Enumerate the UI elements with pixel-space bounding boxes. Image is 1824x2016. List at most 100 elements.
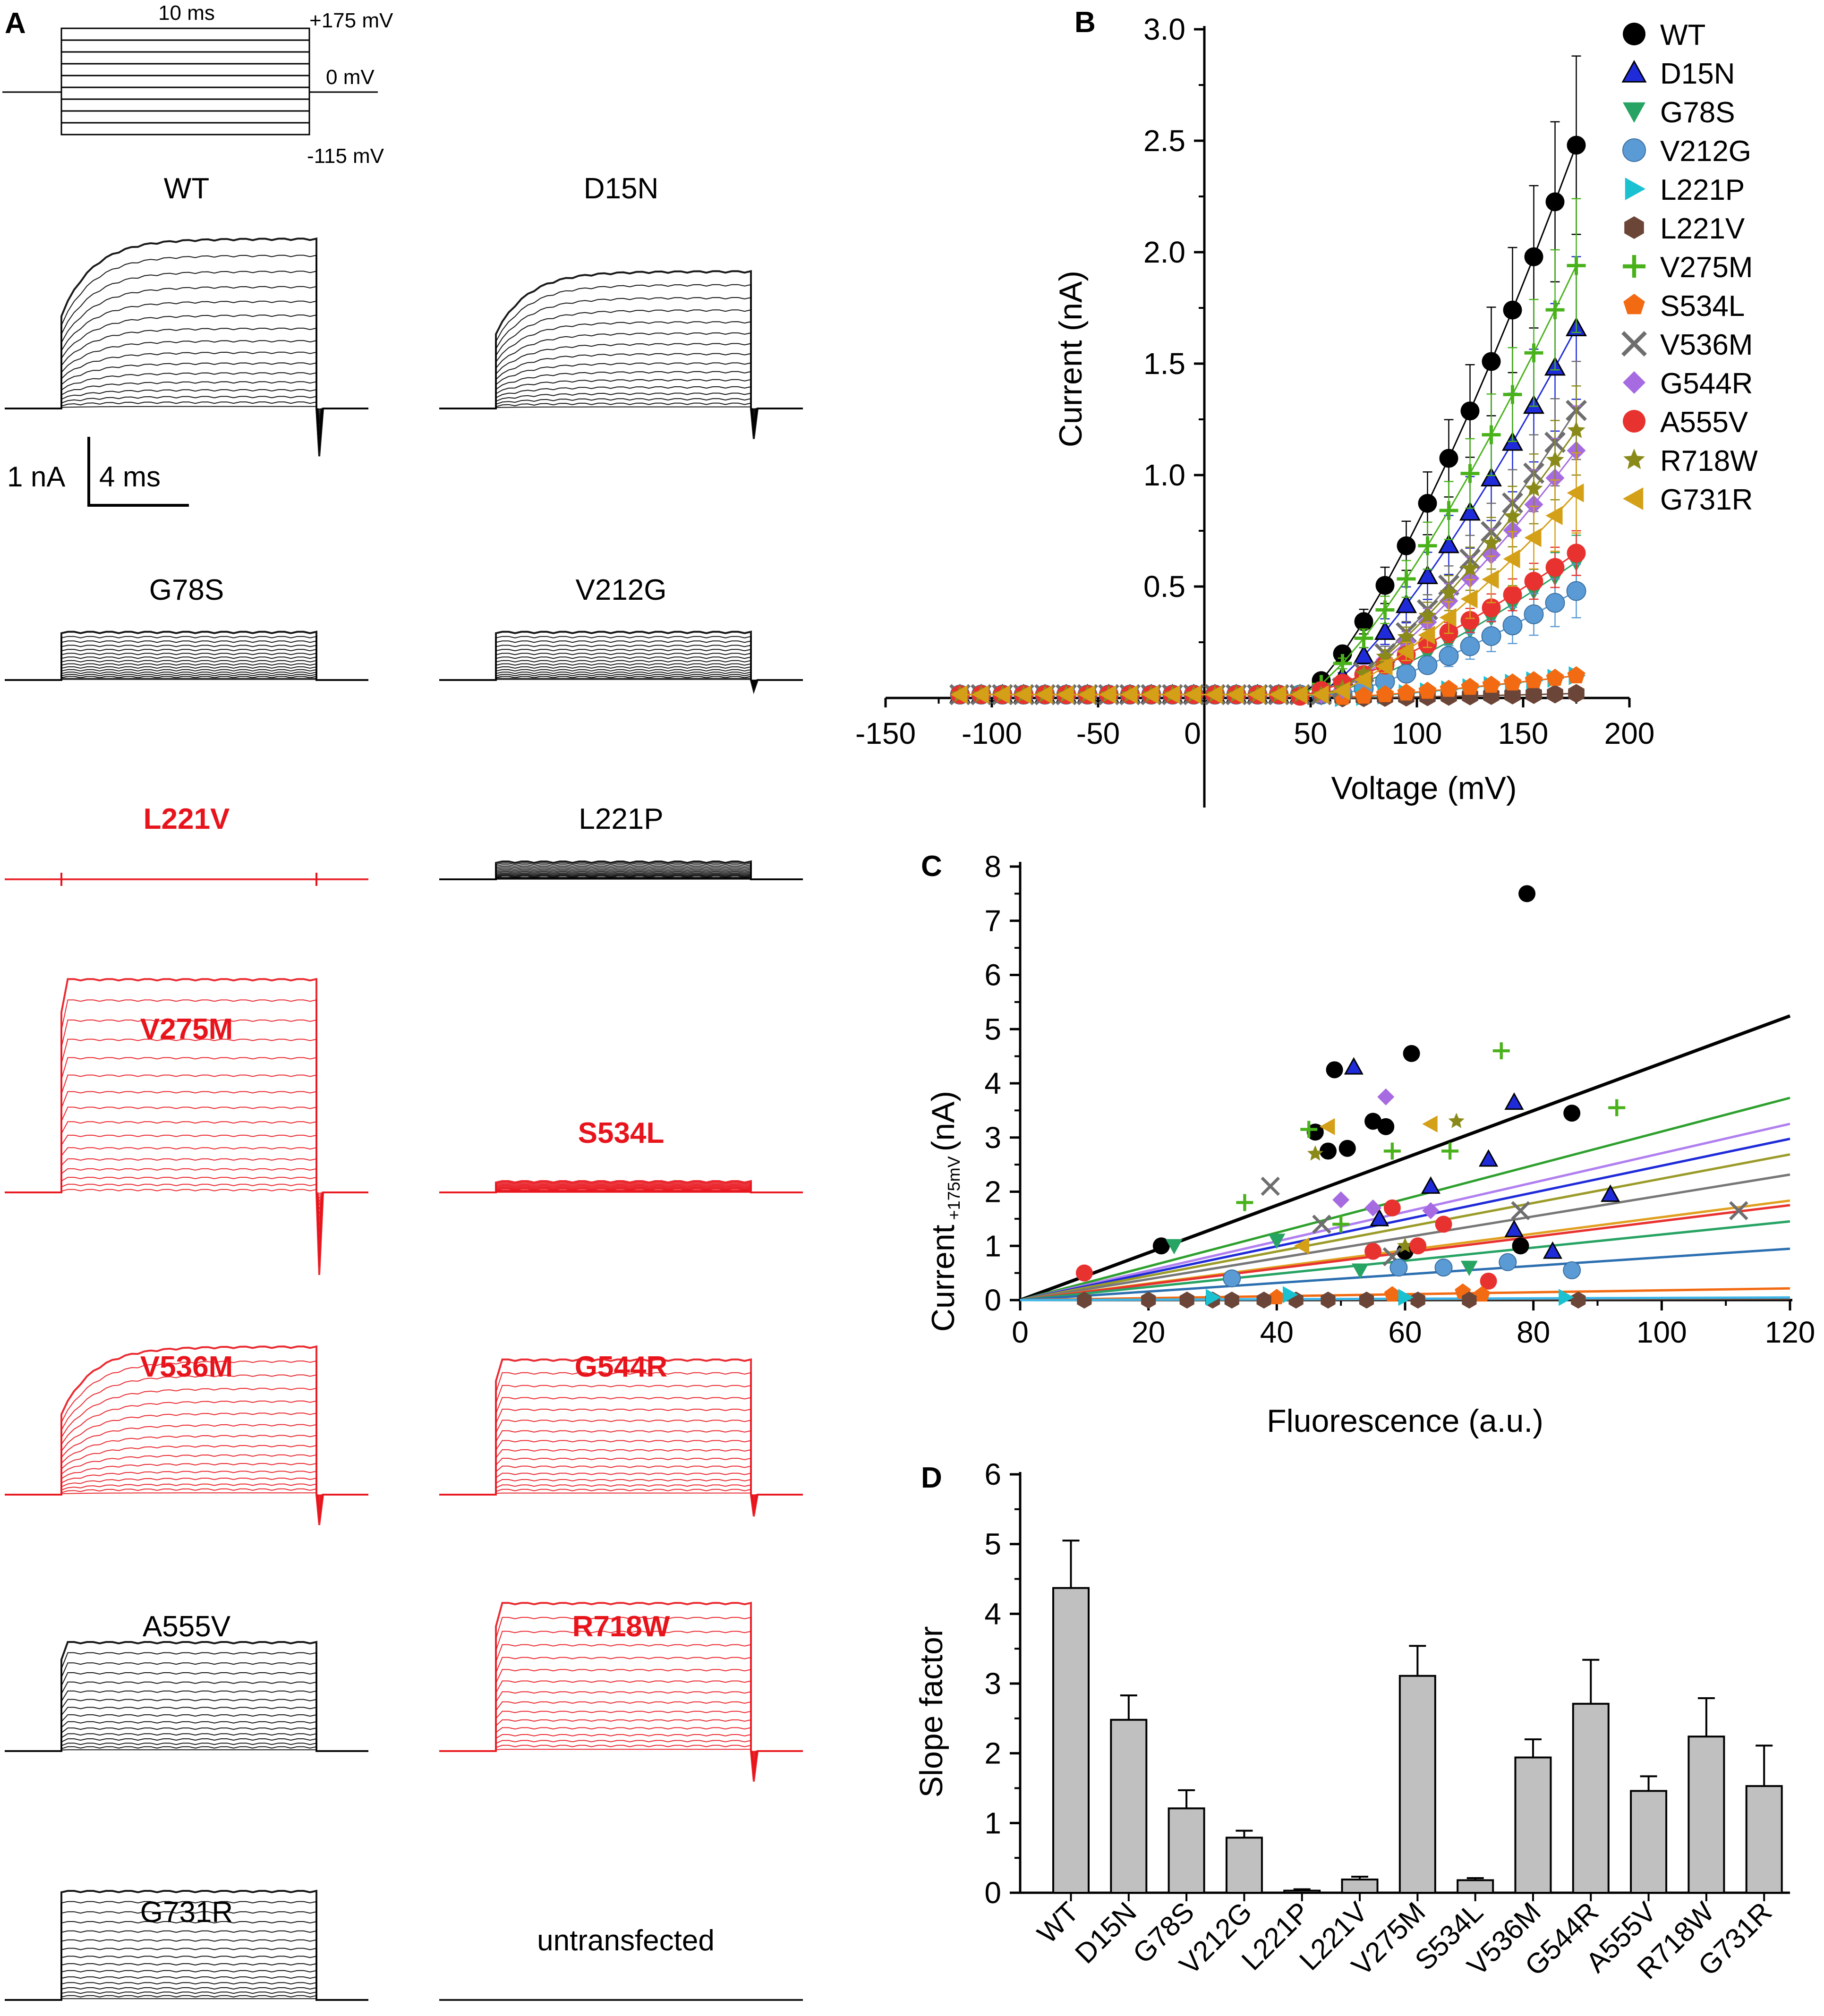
- data-point: [1333, 654, 1352, 673]
- y-tick-label: 0: [984, 1283, 1001, 1317]
- trace-sweep: [439, 1727, 803, 1757]
- trace-sweep: [439, 1740, 803, 1754]
- trace-sweep: [5, 1991, 368, 2000]
- trace-sweep: [439, 663, 803, 685]
- data-point: [1395, 594, 1417, 613]
- panel-b-x-axis-title: Voltage (mV): [1331, 770, 1517, 806]
- bar-l221v: [1341, 1878, 1379, 1894]
- trace-sweep: [439, 1183, 803, 1193]
- y-tick-label: 5: [984, 1012, 1001, 1046]
- trace-sweep: [5, 1901, 368, 2000]
- trace-sweep: [439, 1457, 803, 1502]
- data-point: [1333, 681, 1350, 700]
- data-point: [1439, 608, 1457, 627]
- data-point: [1461, 678, 1479, 695]
- x-tick-label: 80: [1517, 1315, 1550, 1349]
- x-tick-label: 100: [1636, 1315, 1687, 1349]
- trace-sweep: [439, 648, 803, 688]
- point-d15n: [1370, 1208, 1389, 1226]
- trace-sweep: [439, 392, 803, 413]
- fit-line-d15n: [1020, 1138, 1790, 1301]
- trace-sweep: [5, 389, 368, 415]
- point-g731r: [1320, 1118, 1335, 1135]
- data-point: [1480, 467, 1502, 486]
- data-point: [972, 685, 989, 704]
- trace-sweep: [5, 1714, 368, 1752]
- trace-sweep: [5, 1721, 368, 1752]
- data-point: [1269, 685, 1287, 704]
- trace-sweep: [5, 1057, 368, 1245]
- trace-sweep: [5, 1970, 368, 2000]
- data-point: [1567, 136, 1586, 155]
- bar-error: [1640, 1775, 1657, 1791]
- data-point: [1481, 626, 1501, 646]
- y-tick-label: 6: [984, 1457, 1001, 1491]
- trace-sweep: [5, 675, 368, 681]
- trace-label-r718w: R718W: [572, 1610, 670, 1643]
- trace-sweep: [439, 1188, 803, 1193]
- trace-sweep: [5, 1106, 368, 1225]
- trace-sweep: [5, 372, 368, 420]
- legend-item-l221v: L221V: [1624, 213, 1745, 245]
- data-point: [1014, 685, 1031, 704]
- x-tick-label: -150: [855, 716, 916, 750]
- trace-sweep: [5, 1454, 368, 1504]
- legend-marker: [1621, 331, 1647, 357]
- trace-sweep: [5, 672, 368, 681]
- data-point: [1503, 300, 1522, 320]
- legend-label: V275M: [1660, 251, 1753, 284]
- trace-sweep: [439, 386, 803, 414]
- data-point: [1418, 536, 1437, 555]
- trace-sweep: [439, 402, 803, 410]
- data-point: [1439, 646, 1459, 666]
- x-tick-label: 20: [1132, 1315, 1165, 1349]
- point-v275m: [1300, 1121, 1318, 1138]
- point-l221v: [1359, 1292, 1374, 1309]
- data-point: [1353, 645, 1375, 664]
- panel-c-points: [1075, 885, 1748, 1309]
- legend-label: WT: [1660, 19, 1705, 51]
- trace-sweep: [5, 1948, 368, 2000]
- trace-sweep: [5, 1374, 368, 1520]
- legend-item-v536m: V536M: [1621, 329, 1753, 361]
- bar-g731r: [1745, 1785, 1783, 1894]
- trace-sweep: [5, 1733, 368, 1752]
- point-g731r: [1294, 1237, 1310, 1255]
- y-tick-label: 1: [984, 1806, 1001, 1840]
- fit-line-wt: [1019, 1014, 1791, 1302]
- trace-g731r: [5, 1889, 368, 2001]
- series-g731r: [950, 452, 1584, 704]
- point-l221v: [1077, 1292, 1092, 1309]
- trace-sweep: [439, 1397, 803, 1511]
- data-point: [1503, 507, 1522, 525]
- trace-label-s534l: S534L: [578, 1117, 665, 1149]
- point-a555v: [1383, 1199, 1401, 1216]
- point-r718w: [1448, 1113, 1465, 1128]
- bar-g544r: [1572, 1702, 1610, 1894]
- trace-sweep: [439, 870, 803, 880]
- trace-sweep: [439, 669, 803, 683]
- trace-sweep: [5, 1176, 368, 1199]
- trace-sweep: [439, 640, 803, 690]
- trace-label-d15n: D15N: [584, 172, 659, 205]
- legend-label: L221V: [1660, 213, 1745, 245]
- trace-sweep: [5, 673, 368, 681]
- trace-sweep: [5, 660, 368, 681]
- bar-error: [1351, 1876, 1369, 1880]
- legend-label: A555V: [1660, 406, 1748, 439]
- trace-sweep: [439, 1449, 803, 1503]
- trace-sweep: [5, 1652, 368, 1752]
- data-point: [1482, 570, 1499, 589]
- x-tick-label: 60: [1388, 1315, 1422, 1349]
- bar-wt: [1052, 1587, 1090, 1894]
- trace-sweep: [439, 636, 803, 691]
- point-wt: [1152, 1237, 1170, 1255]
- voltage-protocol: [2, 27, 378, 136]
- trace-sweep: [439, 660, 803, 685]
- trace-sweep: [5, 1387, 368, 1517]
- trace-sweep: [5, 999, 368, 1267]
- trace-sweep: [5, 381, 368, 417]
- y-tick-label: 2.0: [1143, 235, 1185, 269]
- trace-sweep: [5, 648, 368, 681]
- point-v536m: [1729, 1201, 1748, 1220]
